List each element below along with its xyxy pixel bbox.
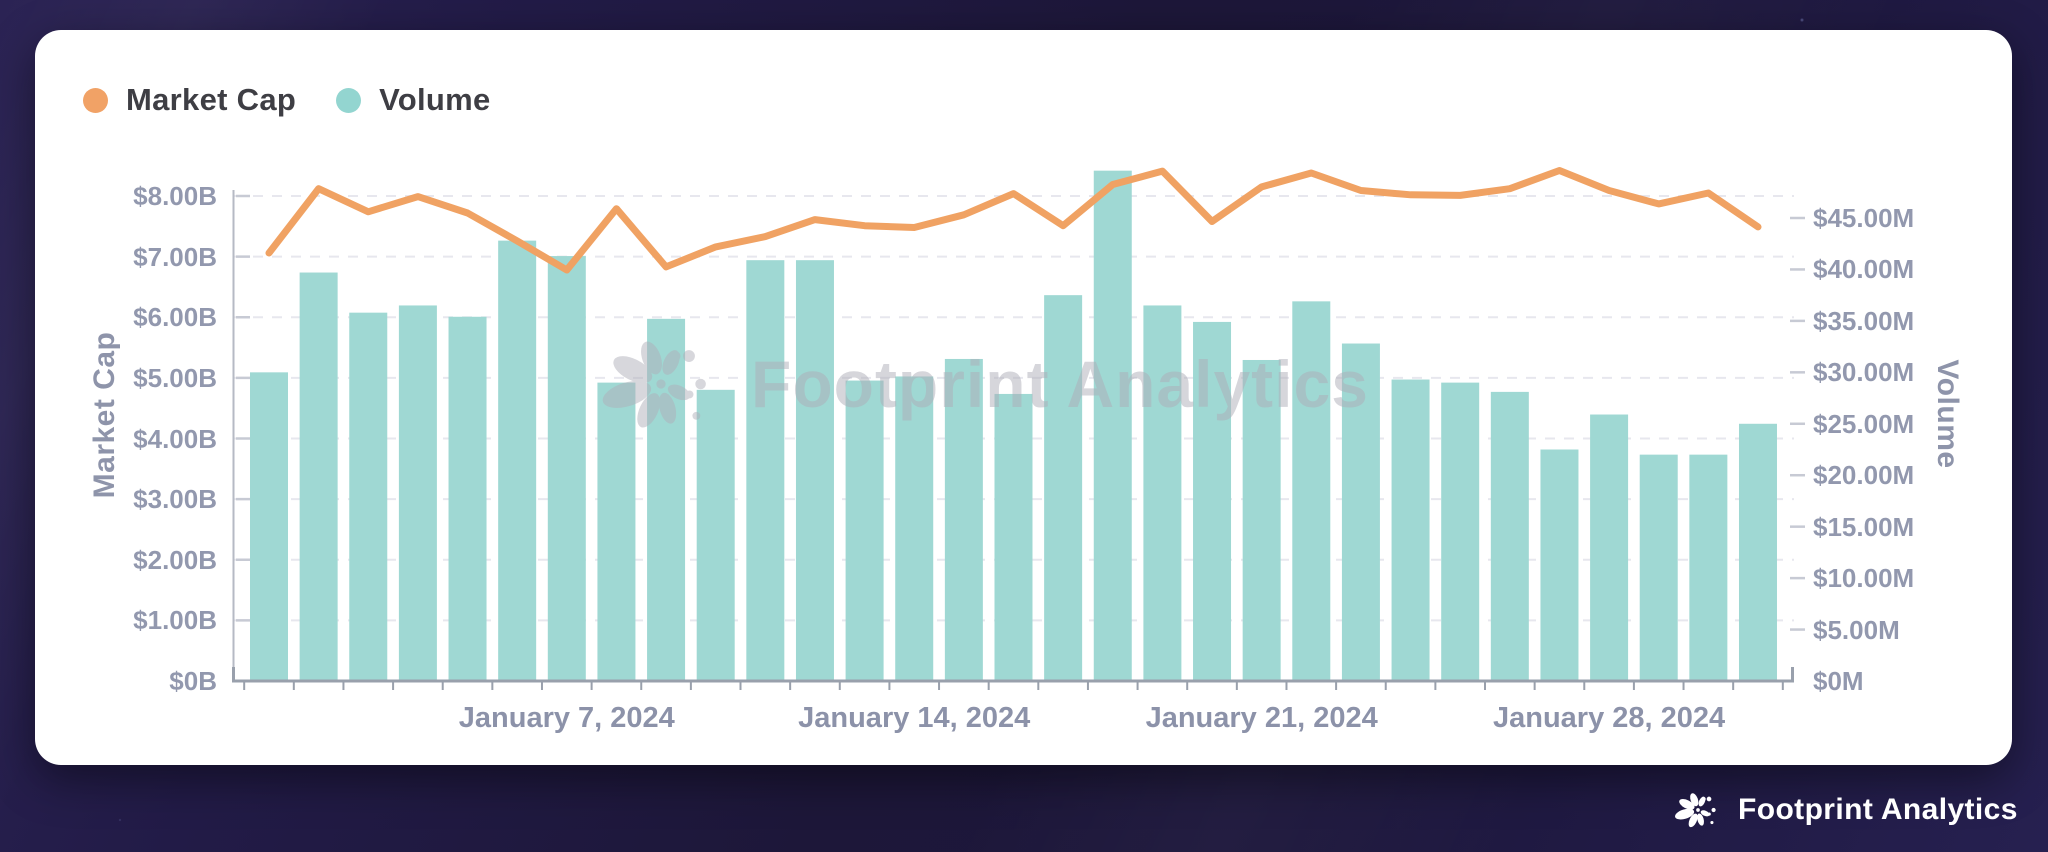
legend-dot-icon [336,87,362,113]
right-axis-tick-label: $15.00M [1813,511,1915,542]
right-axis-tick-label: $25.00M [1813,408,1915,439]
volume-bar-day-11[interactable] [746,260,785,681]
legend-label: Market Cap [126,82,297,117]
left-axis-tick-label: $7.00B [133,241,217,272]
volume-bar-day-20[interactable] [1193,321,1232,681]
chart-plot-area [232,150,1812,730]
volume-bar-day-16[interactable] [994,393,1033,681]
volume-bar-day-23[interactable] [1341,343,1380,681]
right-axis-tick-label: $20.00M [1813,460,1915,491]
chart-svg [232,167,1805,690]
left-axis-tick-label: $3.00B [133,484,217,515]
footprint-flower-icon [1672,784,1724,836]
x-axis-tick-label: January 21, 2024 [1145,702,1378,734]
left-axis-tick-label: $4.00B [133,423,217,454]
chart-legend: Market Cap Volume [83,82,491,118]
right-axis-tick-label: $0M [1813,666,1864,696]
volume-bar-day-30[interactable] [1689,454,1728,681]
legend-label: Volume [379,82,491,117]
legend-item-volume[interactable]: Volume [336,82,490,118]
volume-bar-day-8[interactable] [597,382,636,681]
volume-bar-day-26[interactable] [1490,391,1529,681]
volume-bar-day-4[interactable] [398,305,437,681]
market-cap-line[interactable] [265,167,1762,274]
volume-bar-day-25[interactable] [1441,382,1480,681]
volume-bar-day-13[interactable] [845,380,884,681]
x-axis-tick-label: January 14, 2024 [798,702,1031,734]
volume-bar-day-21[interactable] [1242,359,1281,681]
volume-bar-day-14[interactable] [895,376,934,681]
left-axis-tick-label: $8.00B [133,181,217,211]
volume-bar-day-12[interactable] [795,260,834,681]
volume-bar-day-19[interactable] [1143,305,1182,681]
legend-item-market-cap[interactable]: Market Cap [83,82,296,118]
right-axis-tick-label: $45.00M [1813,203,1915,233]
left-axis-tick-label: $2.00B [133,544,217,575]
volume-bar-day-17[interactable] [1044,295,1083,681]
legend-dot-icon [83,87,108,113]
volume-bar-day-24[interactable] [1391,379,1430,681]
right-axis-tick-label: $10.00M [1813,563,1915,594]
volume-bar-day-31[interactable] [1738,423,1777,681]
volume-bar-day-22[interactable] [1292,301,1331,681]
volume-bar-day-3[interactable] [349,312,388,681]
volume-bar-day-10[interactable] [696,389,735,681]
volume-bar-day-1[interactable] [250,372,288,681]
left-axis-tick-label: $6.00B [133,302,217,333]
right-axis-tick-label: $5.00M [1813,614,1900,645]
volume-bar-day-29[interactable] [1639,454,1678,681]
chart-card: Market Cap Volume Market Cap Volume $0B $1… [35,30,2012,765]
volume-bar-day-2[interactable] [299,272,338,681]
footer-brand: Footprint Analytics [1672,784,2018,836]
volume-bar-day-9[interactable] [647,318,686,681]
right-axis-tick-label: $30.00M [1813,357,1915,388]
right-axis-tick-label: $40.00M [1813,254,1915,285]
x-axis-line [232,667,1794,683]
right-axis-tick-label: $35.00M [1813,305,1915,336]
volume-bar-day-27[interactable] [1540,449,1579,682]
left-axis-tick-label: $0B [169,666,217,696]
left-axis-tick-label: $5.00B [133,362,217,393]
footer-brand-text: Footprint Analytics [1738,793,2018,826]
volume-bar-day-6[interactable] [498,240,537,681]
volume-bar-day-7[interactable] [547,256,586,681]
volume-bar-day-5[interactable] [448,316,487,681]
left-axis-tick-label: $1.00B [133,605,217,636]
volume-bar-day-28[interactable] [1590,414,1629,681]
x-axis-tick-label: January 7, 2024 [458,702,675,734]
volume-bar-day-18[interactable] [1093,170,1132,681]
volume-bar-day-15[interactable] [944,358,983,681]
x-axis-tick-label: January 28, 2024 [1492,702,1726,734]
